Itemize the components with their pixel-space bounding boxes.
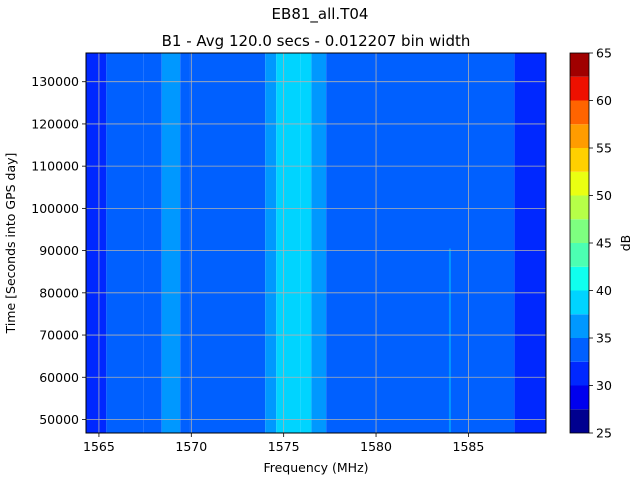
- colorbar-tick-label: 45: [596, 236, 612, 251]
- colorbar-label: dB: [618, 235, 633, 252]
- y-tick-label: 110000: [31, 159, 79, 174]
- colorbar-segment: [570, 361, 589, 386]
- x-tick-label: 1575: [268, 439, 300, 454]
- colorbar-segment: [570, 53, 589, 77]
- freq-band-2: [143, 53, 162, 433]
- freq-band-3: [161, 53, 181, 433]
- x-tick-label: 1585: [453, 439, 485, 454]
- y-axis: 50000 60000 70000 80000 90000 100000 110000 120…: [31, 74, 86, 427]
- y-tick-label: 60000: [39, 370, 79, 385]
- y-tick-label: 50000: [39, 412, 79, 427]
- colorbar-segment: [570, 76, 589, 101]
- y-tick-label: 120000: [31, 116, 79, 131]
- y-tick-label: 100000: [31, 201, 79, 216]
- chart-title: B1 - Avg 120.0 secs - 0.012207 bin width: [162, 32, 471, 50]
- colorbar-tick-label: 35: [596, 331, 612, 346]
- y-tick-label: 80000: [39, 285, 79, 300]
- grid-lines: [86, 53, 546, 433]
- freq-band-7: [276, 53, 301, 433]
- colorbar-segment: [570, 290, 589, 315]
- colorbar-segment: [570, 219, 589, 243]
- colorbar-segment: [570, 195, 589, 220]
- freq-band-4: [180, 53, 190, 433]
- x-tick-label: 1580: [360, 439, 392, 454]
- colorbar-segment: [570, 243, 589, 267]
- freq-band-8: [300, 53, 312, 433]
- colorbar-tick-label: 65: [596, 46, 612, 61]
- x-tick-label: 1565: [83, 439, 115, 454]
- freq-band-0: [86, 53, 107, 433]
- colorbar-tick-label: 25: [596, 426, 612, 441]
- colorbar: 25 30 35 40 45 50 55 60 65: [569, 46, 612, 441]
- x-tick-label: 1570: [175, 439, 207, 454]
- y-tick-label: 130000: [31, 74, 79, 89]
- heatmap-area: [86, 53, 546, 433]
- freq-band-10: [326, 53, 515, 433]
- freq-band-11: [514, 53, 546, 433]
- colorbar-tick-label: 40: [596, 283, 612, 298]
- y-axis-label: Time [Seconds into GPS day]: [3, 153, 18, 335]
- colorbar-tick-label: 50: [596, 188, 612, 203]
- freq-band-1: [106, 53, 144, 433]
- y-tick-label: 70000: [39, 328, 79, 343]
- chart-suptitle: EB81_all.T04: [272, 5, 369, 24]
- colorbar-segment: [570, 124, 589, 148]
- plot-frame: [85, 52, 547, 434]
- colorbar-segment: [570, 148, 589, 172]
- colorbar-segment: [570, 338, 589, 362]
- colorbar-tick-label: 55: [596, 141, 612, 156]
- narrowband-signal: [448, 248, 451, 433]
- colorbar-segment: [570, 100, 589, 125]
- colorbar-segment: [570, 171, 589, 196]
- x-axis-label: Frequency (MHz): [263, 460, 368, 475]
- freq-band-6: [265, 53, 277, 433]
- freq-band-9: [311, 53, 327, 433]
- x-axis: 1565 1570 1575 1580 1585: [83, 433, 484, 454]
- colorbar-segment: [570, 266, 589, 291]
- y-tick-label: 90000: [39, 243, 79, 258]
- colorbar-segment: [570, 385, 589, 410]
- colorbar-tick-label: 60: [596, 93, 612, 108]
- freq-band-5: [189, 53, 266, 433]
- colorbar-tick-label: 30: [596, 378, 612, 393]
- colorbar-segment: [570, 409, 589, 433]
- colorbar-segment: [570, 314, 589, 338]
